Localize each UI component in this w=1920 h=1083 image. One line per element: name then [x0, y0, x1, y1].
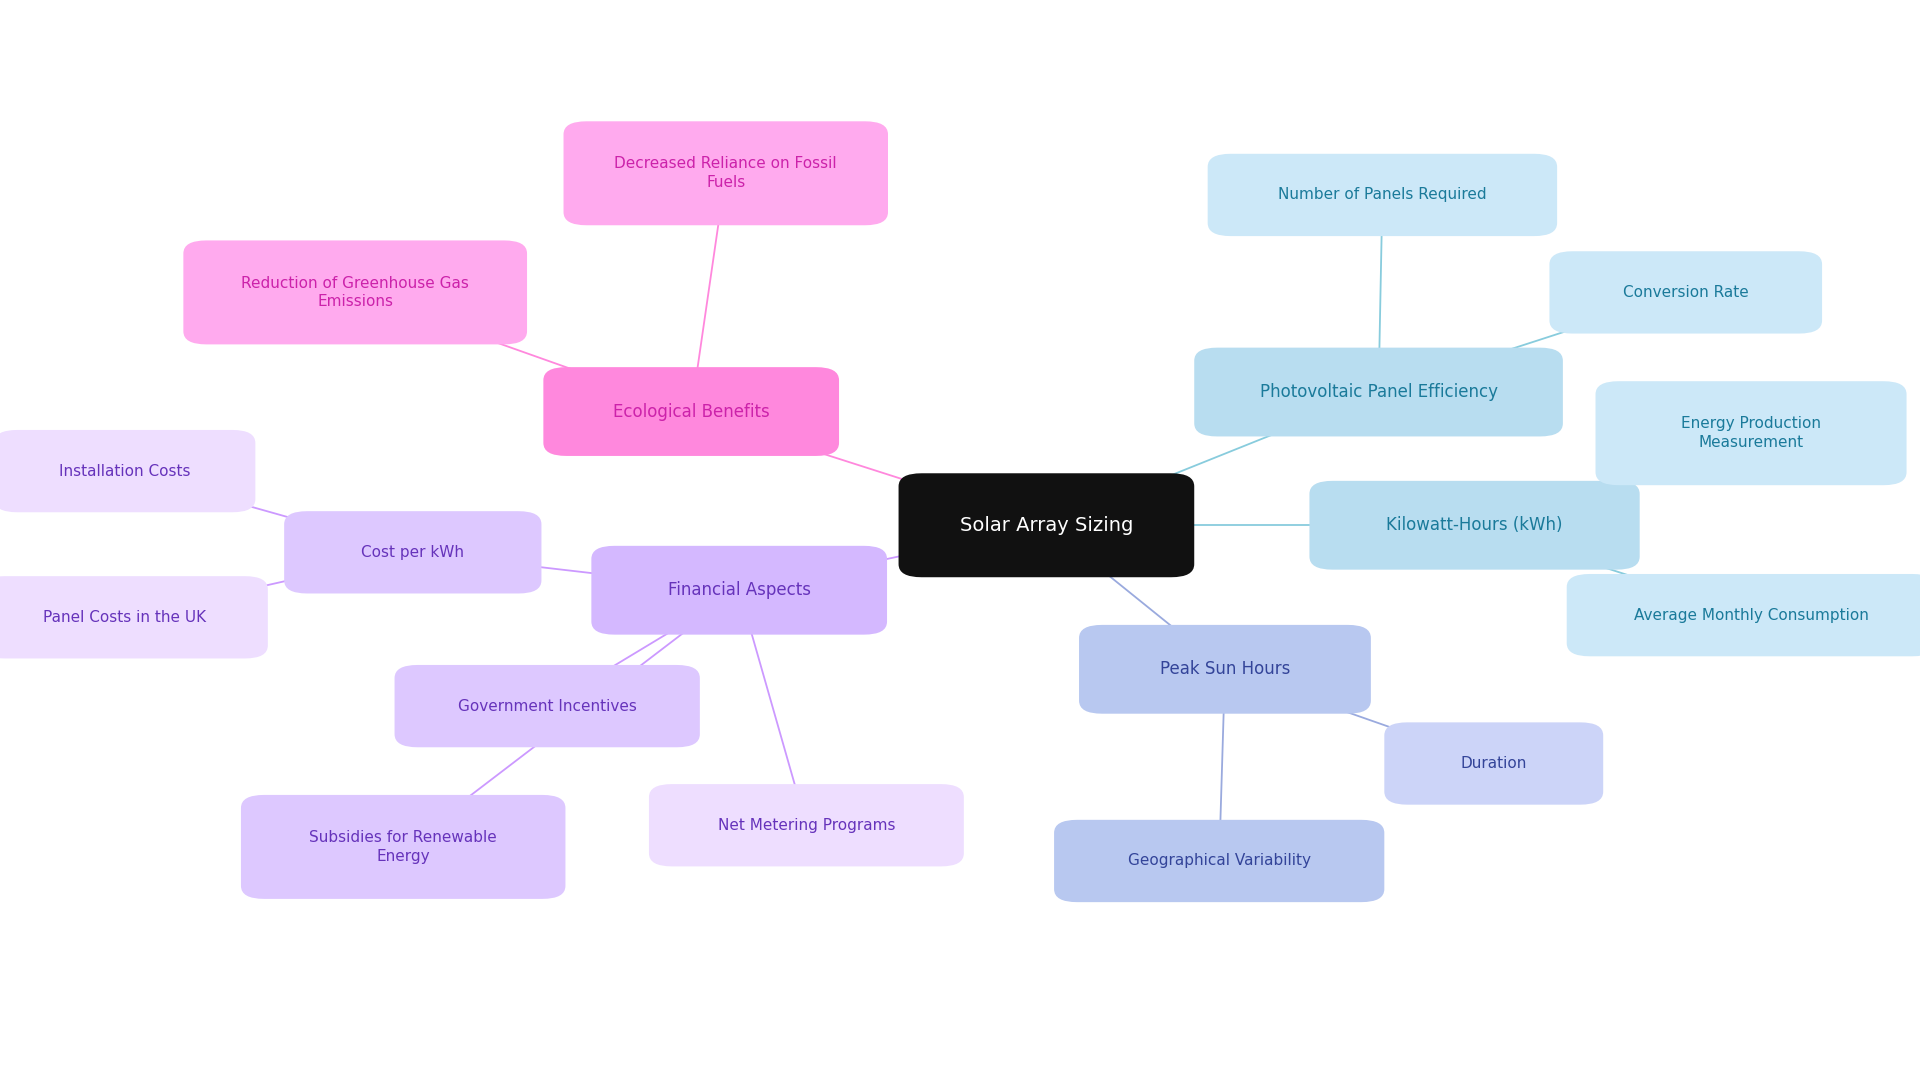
FancyBboxPatch shape	[284, 511, 541, 593]
FancyBboxPatch shape	[1384, 722, 1603, 805]
Text: Kilowatt-Hours (kWh): Kilowatt-Hours (kWh)	[1386, 517, 1563, 534]
Text: Photovoltaic Panel Efficiency: Photovoltaic Panel Efficiency	[1260, 383, 1498, 401]
FancyBboxPatch shape	[184, 240, 526, 344]
Text: Net Metering Programs: Net Metering Programs	[718, 818, 895, 833]
Text: Number of Panels Required: Number of Panels Required	[1279, 187, 1486, 203]
FancyBboxPatch shape	[242, 795, 564, 899]
Text: Conversion Rate: Conversion Rate	[1622, 285, 1749, 300]
Text: Cost per kWh: Cost per kWh	[361, 545, 465, 560]
FancyBboxPatch shape	[1309, 481, 1640, 570]
Text: Solar Array Sizing: Solar Array Sizing	[960, 516, 1133, 535]
FancyBboxPatch shape	[649, 784, 964, 866]
Text: Peak Sun Hours: Peak Sun Hours	[1160, 661, 1290, 678]
FancyBboxPatch shape	[1079, 625, 1371, 714]
Text: Reduction of Greenhouse Gas
Emissions: Reduction of Greenhouse Gas Emissions	[242, 275, 468, 310]
Text: Installation Costs: Installation Costs	[60, 464, 190, 479]
FancyBboxPatch shape	[591, 546, 887, 635]
Text: Subsidies for Renewable
Energy: Subsidies for Renewable Energy	[309, 830, 497, 864]
FancyBboxPatch shape	[0, 430, 255, 512]
Text: Geographical Variability: Geographical Variability	[1127, 853, 1311, 869]
FancyBboxPatch shape	[0, 576, 267, 658]
Text: Government Incentives: Government Incentives	[457, 699, 637, 714]
FancyBboxPatch shape	[1194, 348, 1563, 436]
Text: Decreased Reliance on Fossil
Fuels: Decreased Reliance on Fossil Fuels	[614, 156, 837, 191]
FancyBboxPatch shape	[1567, 574, 1920, 656]
FancyBboxPatch shape	[1208, 154, 1557, 236]
FancyBboxPatch shape	[1549, 251, 1822, 334]
FancyBboxPatch shape	[543, 367, 839, 456]
Text: Financial Aspects: Financial Aspects	[668, 582, 810, 599]
Text: Duration: Duration	[1461, 756, 1526, 771]
Text: Average Monthly Consumption: Average Monthly Consumption	[1634, 608, 1868, 623]
FancyBboxPatch shape	[1596, 381, 1907, 485]
FancyBboxPatch shape	[564, 121, 887, 225]
Text: Ecological Benefits: Ecological Benefits	[612, 403, 770, 420]
Text: Panel Costs in the UK: Panel Costs in the UK	[44, 610, 205, 625]
Text: Energy Production
Measurement: Energy Production Measurement	[1682, 416, 1820, 451]
FancyBboxPatch shape	[899, 473, 1194, 577]
FancyBboxPatch shape	[1054, 820, 1384, 902]
FancyBboxPatch shape	[394, 665, 699, 747]
